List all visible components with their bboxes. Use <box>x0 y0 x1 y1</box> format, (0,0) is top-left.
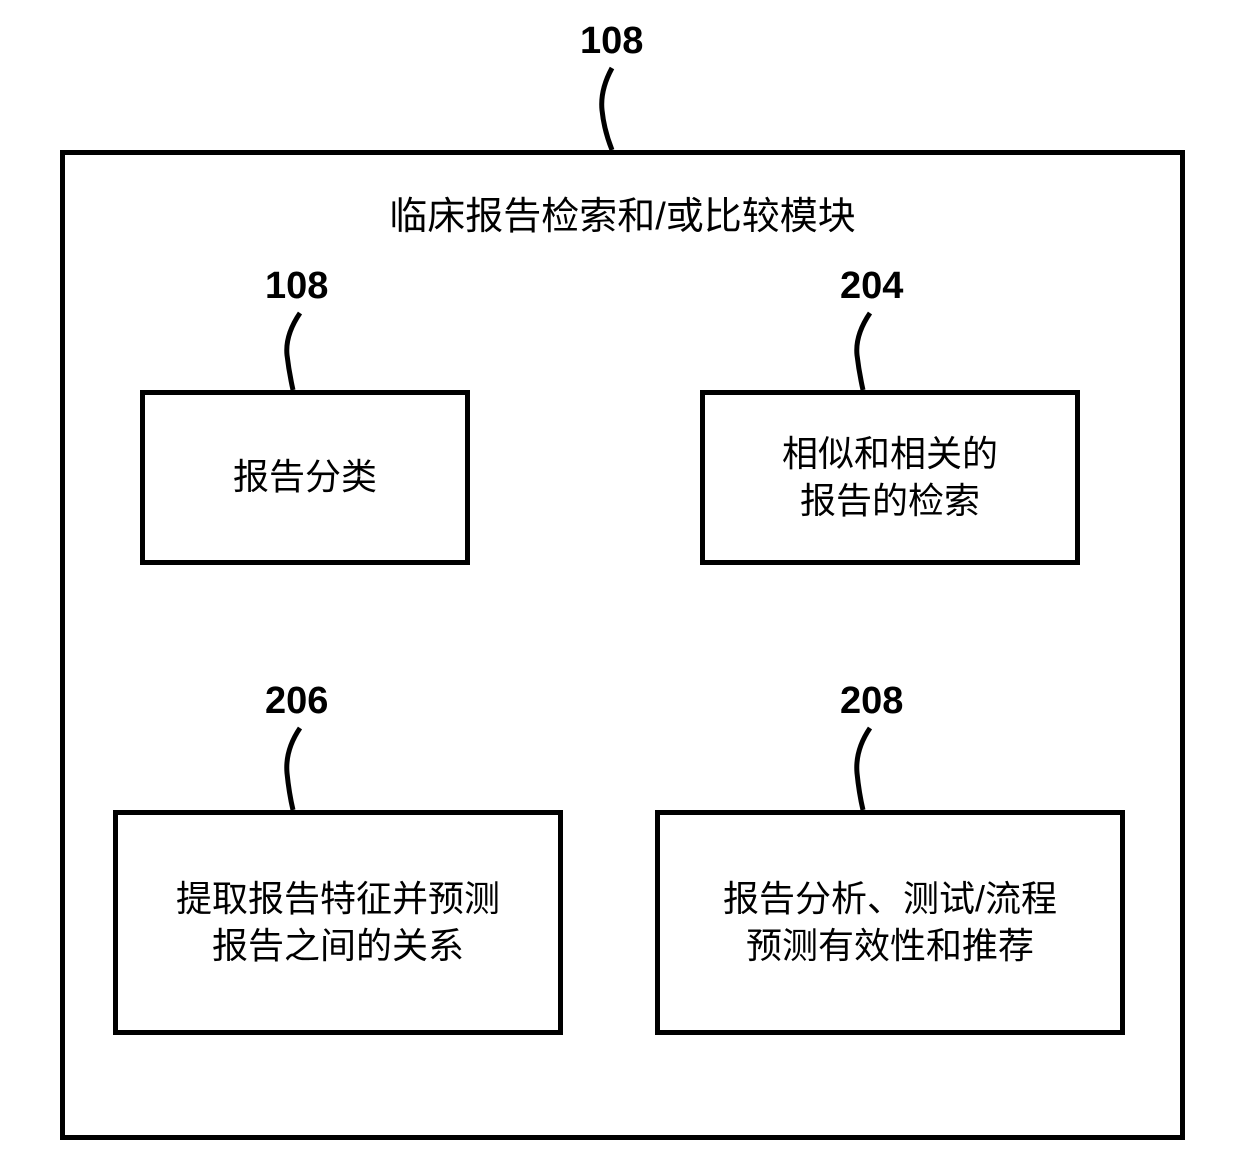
box1-report-classification: 报告分类 <box>140 390 470 565</box>
box4-connector <box>845 725 885 815</box>
top-label: 108 <box>580 20 643 63</box>
box2-text: 相似和相关的 报告的检索 <box>772 421 1008 535</box>
box3-connector <box>275 725 315 815</box>
box4-text: 报告分析、测试/流程 预测有效性和推荐 <box>713 866 1067 980</box>
box2-similar-retrieval: 相似和相关的 报告的检索 <box>700 390 1080 565</box>
top-connector <box>590 65 640 155</box>
box4-label: 208 <box>840 680 903 723</box>
box4-line1: 报告分析、测试/流程 <box>723 878 1057 919</box>
box3-text: 提取报告特征并预测 报告之间的关系 <box>166 866 510 980</box>
box3-line2: 报告之间的关系 <box>212 925 464 966</box>
diagram-container: 108 临床报告检索和/或比较模块 108 报告分类 204 相似和相关的 报告… <box>0 0 1240 1156</box>
box2-connector <box>845 310 885 395</box>
box4-line2: 预测有效性和推荐 <box>746 925 1034 966</box>
box1-label: 108 <box>265 265 328 308</box>
box2-label: 204 <box>840 265 903 308</box>
box3-line1: 提取报告特征并预测 <box>176 878 500 919</box>
box4-analysis-prediction: 报告分析、测试/流程 预测有效性和推荐 <box>655 810 1125 1035</box>
box3-feature-extraction: 提取报告特征并预测 报告之间的关系 <box>113 810 563 1035</box>
box1-connector <box>275 310 315 395</box>
box1-text: 报告分类 <box>223 444 387 511</box>
box2-line2: 报告的检索 <box>800 480 980 521</box>
module-title: 临床报告检索和/或比较模块 <box>65 185 1180 240</box>
box2-line1: 相似和相关的 <box>782 433 998 474</box>
box3-label: 206 <box>265 680 328 723</box>
